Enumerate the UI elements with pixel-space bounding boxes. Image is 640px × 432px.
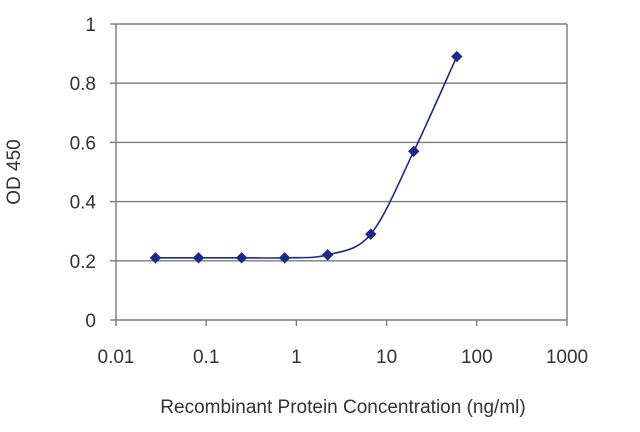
x-tick-label: 0.01 [98, 347, 135, 368]
data-point-marker [365, 228, 377, 240]
x-tick-label: 1 [291, 347, 302, 368]
grid-layer [116, 23, 567, 262]
data-point-marker [235, 252, 248, 264]
data-point-marker [278, 252, 291, 264]
data-point-marker [451, 50, 463, 63]
x-tick-label: 10 [376, 347, 397, 368]
x-tick-label: 0.1 [193, 347, 219, 368]
data-point-marker [192, 252, 205, 264]
x-tick-label: 1000 [546, 347, 588, 368]
series-layer [149, 50, 463, 264]
x-axis-title: Recombinant Protein Concentration (ng/ml… [160, 397, 525, 418]
data-point-marker [149, 252, 162, 264]
y-tick-label: 0.4 [70, 193, 97, 214]
y-axis-title: OD 450 [4, 139, 25, 204]
y-tick-label: 0 [85, 311, 96, 332]
data-point-marker [321, 249, 334, 261]
data-point-marker [408, 145, 420, 157]
x-tick-label: 100 [461, 347, 493, 368]
series-line [155, 56, 458, 259]
axis-layer: 0 0.2 0.4 0.6 0.8 1 0.01 0.1 1 10 100 1000 [70, 15, 589, 368]
y-tick-label: 0.6 [70, 133, 96, 154]
y-tick-label: 1 [85, 15, 96, 36]
y-tick-label: 0.8 [70, 74, 96, 95]
y-tick-label: 0.2 [70, 252, 96, 273]
